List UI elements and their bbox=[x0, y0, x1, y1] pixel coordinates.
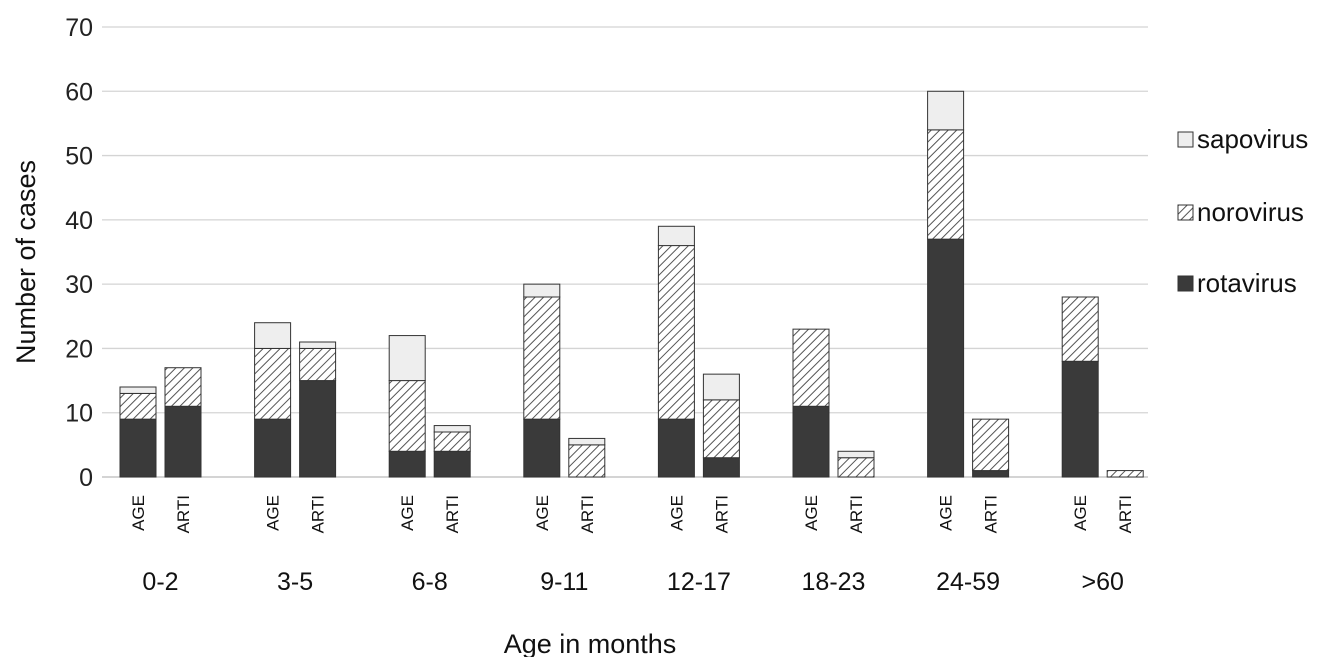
bar-segment-rotavirus bbox=[702, 457, 740, 478]
group-label: 18-23 bbox=[802, 568, 866, 596]
bar-segment-norovirus bbox=[119, 392, 157, 420]
bar-segment-rotavirus bbox=[254, 418, 292, 478]
bar-sub-label: ARTI bbox=[712, 495, 731, 533]
bar-segment-norovirus bbox=[702, 399, 740, 459]
bar-segment-rotavirus bbox=[657, 418, 695, 478]
bars bbox=[119, 90, 1144, 478]
y-tick-label: 20 bbox=[65, 335, 93, 363]
y-tick-label: 70 bbox=[65, 14, 93, 42]
bar-sub-label: ARTI bbox=[174, 495, 193, 533]
bar-segment-norovirus bbox=[927, 129, 965, 240]
bar-segment-norovirus bbox=[164, 367, 202, 407]
legend-label-norovirus: norovirus bbox=[1197, 197, 1304, 227]
bar-segment-rotavirus bbox=[388, 450, 426, 478]
bar-segment-sapovirus bbox=[568, 437, 606, 446]
bar-segment-rotavirus bbox=[972, 470, 1010, 478]
bar-segment-norovirus bbox=[433, 431, 471, 452]
y-axis-tick-labels: 0 10 20 30 40 50 60 70 bbox=[65, 14, 93, 492]
bar-sub-label: ARTI bbox=[982, 495, 1001, 533]
y-tick-label: 50 bbox=[65, 143, 93, 171]
bar-sub-label: ARTI bbox=[1116, 495, 1135, 533]
bar-segment-sapovirus bbox=[299, 341, 337, 349]
bar-sub-label: AGE bbox=[802, 495, 821, 531]
legend-swatch-rotavirus bbox=[1177, 275, 1194, 292]
bar-segment-rotavirus bbox=[164, 405, 202, 478]
group-label: 3-5 bbox=[277, 568, 313, 596]
group-label: 24-59 bbox=[936, 568, 1000, 596]
bar-sub-label: AGE bbox=[667, 495, 686, 531]
bar-segment-sapovirus bbox=[433, 425, 471, 433]
legend-swatch-norovirus bbox=[1177, 204, 1194, 221]
y-tick-label: 60 bbox=[65, 78, 93, 106]
x-axis-title: Age in months bbox=[504, 629, 677, 657]
bar-segment-sapovirus bbox=[927, 90, 965, 131]
bar-segment-rotavirus bbox=[433, 450, 471, 478]
bar-sub-label: ARTI bbox=[443, 495, 462, 533]
bar-sub-label: AGE bbox=[129, 495, 148, 531]
bar-segment-norovirus bbox=[568, 444, 606, 478]
bar-segment-norovirus bbox=[1106, 470, 1144, 478]
group-label: 0-2 bbox=[142, 568, 178, 596]
bar-segment-norovirus bbox=[523, 296, 561, 420]
bar-segment-rotavirus bbox=[927, 238, 965, 478]
bar-sub-label: AGE bbox=[264, 495, 283, 531]
bar-segment-rotavirus bbox=[299, 380, 337, 478]
y-axis-title: Number of cases bbox=[11, 160, 41, 364]
legend-swatch-sapovirus bbox=[1177, 131, 1194, 148]
bar-segment-norovirus bbox=[837, 457, 875, 478]
bar-segment-norovirus bbox=[972, 418, 1010, 472]
legend-label-sapovirus: sapovirus bbox=[1197, 124, 1308, 154]
bar-segment-sapovirus bbox=[702, 373, 740, 401]
bar-segment-rotavirus bbox=[1061, 360, 1099, 478]
bar-segment-norovirus bbox=[388, 380, 426, 452]
group-label: 9-11 bbox=[540, 568, 588, 596]
bar-segment-sapovirus bbox=[254, 322, 292, 349]
bar-sub-label: AGE bbox=[398, 495, 417, 531]
bar-segment-rotavirus bbox=[792, 405, 830, 478]
bar-sub-label: AGE bbox=[1071, 495, 1090, 531]
bar-segment-norovirus bbox=[657, 245, 695, 420]
bar-sub-label: AGE bbox=[533, 495, 552, 531]
bar-segment-sapovirus bbox=[119, 386, 157, 394]
group-label: 6-8 bbox=[412, 568, 448, 596]
y-tick-label: 40 bbox=[65, 207, 93, 235]
bar-segment-rotavirus bbox=[119, 418, 157, 478]
bar-segment-sapovirus bbox=[657, 225, 695, 247]
y-tick-label: 30 bbox=[65, 271, 93, 299]
bar-segment-sapovirus bbox=[388, 335, 426, 382]
bar-segment-norovirus bbox=[254, 347, 292, 420]
y-tick-label: 10 bbox=[65, 400, 93, 428]
bar-sub-label: ARTI bbox=[847, 495, 866, 533]
legend-label-rotavirus: rotavirus bbox=[1197, 268, 1297, 298]
bar-sub-label: ARTI bbox=[578, 495, 597, 533]
group-label: 12-17 bbox=[667, 568, 731, 596]
bar-segment-norovirus bbox=[299, 347, 337, 382]
x-axis-labels: AGE ARTI 0-2 AGE ARTI 3-5 AGE ARTI 6-8 AGE ARTI 9-1… bbox=[129, 495, 1135, 596]
bar-segment-rotavirus bbox=[523, 418, 561, 478]
bar-segment-sapovirus bbox=[523, 283, 561, 298]
bar-sub-label: ARTI bbox=[309, 495, 328, 533]
group-label: >60 bbox=[1081, 568, 1123, 596]
y-tick-label: 0 bbox=[79, 464, 93, 492]
bar-segment-sapovirus bbox=[837, 450, 875, 459]
bar-sub-label: AGE bbox=[937, 495, 956, 531]
legend: sapovirus norovirus rotavirus bbox=[1177, 124, 1308, 298]
bar-segment-norovirus bbox=[792, 328, 830, 407]
bar-segment-norovirus bbox=[1061, 296, 1099, 362]
